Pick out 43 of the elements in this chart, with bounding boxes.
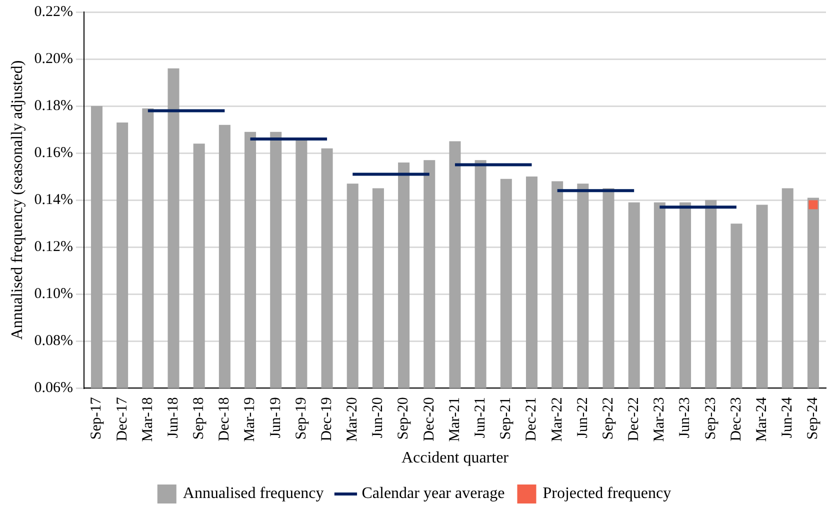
x-tick-label: Dec-22	[626, 397, 642, 442]
x-tick-label: Jun-19	[268, 397, 284, 438]
y-tick-label: 0.06%	[34, 380, 73, 396]
y-tick-label: 0.20%	[34, 50, 73, 67]
x-tick-label: Dec-19	[318, 397, 335, 442]
y-tick-label: 0.08%	[34, 333, 73, 350]
x-tick-label: Sep-19	[293, 397, 310, 440]
x-tick-label: Jun-24	[780, 396, 796, 438]
x-tick-label: Mar-19	[242, 397, 258, 442]
y-tick-label: 0.18%	[34, 98, 73, 114]
x-tick-label: Mar-23	[652, 397, 668, 442]
legend-label: Projected frequency	[542, 485, 672, 502]
x-tick-label: Mar-22	[549, 397, 566, 442]
x-tick-label: Sep-21	[498, 397, 514, 440]
y-tick-label: 0.14%	[34, 192, 73, 208]
x-tick-label: Sep-23	[702, 397, 719, 440]
x-tick-label: Sep-18	[191, 397, 208, 440]
legend-label: Annualised frequency	[182, 485, 324, 502]
x-tick-label: Mar-21	[446, 397, 463, 442]
x-tick-label: Dec-17	[114, 396, 130, 442]
x-tick-label: Sep-24	[805, 396, 822, 440]
legend-label: Calendar year average	[362, 485, 505, 502]
y-tick-label: 0.10%	[34, 286, 73, 302]
x-tick-label: Dec-20	[421, 397, 438, 442]
x-axis-title: Accident quarter	[401, 450, 510, 467]
x-tick-label: Sep-20	[396, 397, 412, 440]
x-tick-label: Jun-21	[472, 397, 488, 438]
x-tick-label: Mar-20	[344, 397, 361, 442]
x-tick-label: Sep-22	[600, 397, 616, 440]
x-tick-label: Jun-23	[677, 397, 694, 438]
x-tick-label: Jun-22	[574, 397, 591, 438]
y-tick-label: 0.16%	[34, 144, 73, 161]
x-tick-label: Mar-24	[754, 396, 770, 442]
y-tick-label: 0.12%	[34, 239, 73, 256]
x-tick-label: Mar-18	[140, 397, 156, 442]
x-tick-label: Dec-18	[216, 397, 233, 442]
x-tick-label: Dec-21	[524, 397, 540, 442]
x-tick-label: Sep-17	[88, 396, 105, 440]
x-tick-label: Jun-20	[370, 397, 386, 438]
y-tick-label: 0.22%	[34, 4, 73, 20]
y-axis-title: Annualised frequency (seasonally adjusted)	[8, 60, 26, 340]
x-tick-label: Jun-18	[165, 397, 182, 438]
x-tick-label: Dec-23	[728, 397, 744, 442]
